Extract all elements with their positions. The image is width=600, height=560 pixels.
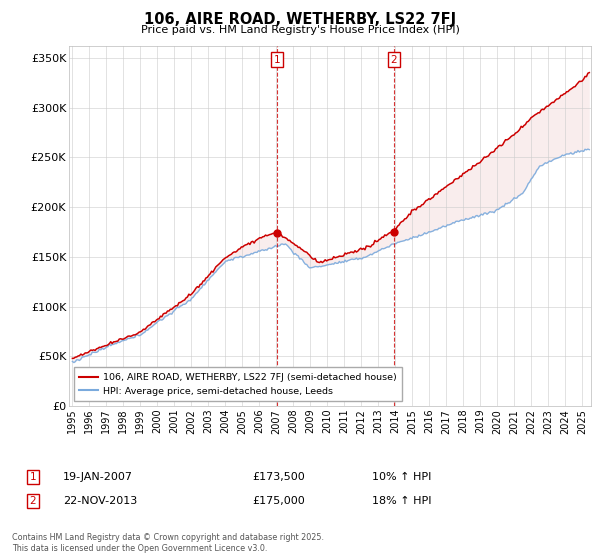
Text: Contains HM Land Registry data © Crown copyright and database right 2025.
This d: Contains HM Land Registry data © Crown c… xyxy=(12,533,324,553)
Text: £173,500: £173,500 xyxy=(252,472,305,482)
Text: 106, AIRE ROAD, WETHERBY, LS22 7FJ: 106, AIRE ROAD, WETHERBY, LS22 7FJ xyxy=(144,12,456,27)
Text: 18% ↑ HPI: 18% ↑ HPI xyxy=(372,496,431,506)
Text: 10% ↑ HPI: 10% ↑ HPI xyxy=(372,472,431,482)
Text: 1: 1 xyxy=(29,472,37,482)
Text: 22-NOV-2013: 22-NOV-2013 xyxy=(63,496,137,506)
Text: 2: 2 xyxy=(391,55,397,65)
Text: 19-JAN-2007: 19-JAN-2007 xyxy=(63,472,133,482)
Text: 2: 2 xyxy=(29,496,37,506)
Text: 1: 1 xyxy=(274,55,281,65)
Text: £175,000: £175,000 xyxy=(252,496,305,506)
Text: Price paid vs. HM Land Registry's House Price Index (HPI): Price paid vs. HM Land Registry's House … xyxy=(140,25,460,35)
Legend: 106, AIRE ROAD, WETHERBY, LS22 7FJ (semi-detached house), HPI: Average price, se: 106, AIRE ROAD, WETHERBY, LS22 7FJ (semi… xyxy=(74,367,403,402)
